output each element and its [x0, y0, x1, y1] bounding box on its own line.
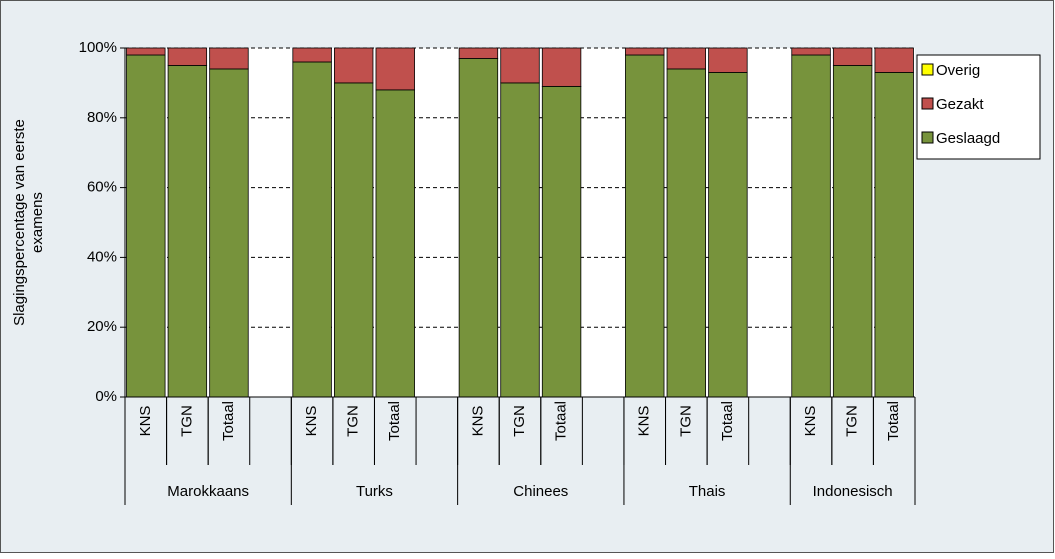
legend-label: Gezakt [936, 96, 984, 113]
legend-swatch [921, 63, 934, 76]
legend-swatch [921, 97, 934, 110]
bar-segment [500, 47, 540, 84]
bar-segment [209, 68, 249, 398]
x-tick-label: KNS [137, 406, 154, 437]
x-tick-label: TGN [178, 405, 195, 437]
bar-segment [126, 47, 166, 56]
x-tick-label: Totaal [220, 401, 237, 441]
x-tick-label: TGN [844, 405, 861, 437]
bar-segment [375, 47, 415, 91]
bar-segment [375, 89, 415, 398]
bar-segment [832, 47, 873, 66]
bar-segment [126, 54, 166, 398]
bar-segment [209, 47, 249, 70]
bar-segment [500, 82, 540, 398]
x-tick-label: Totaal [885, 401, 902, 441]
y-tick-label: 20% [87, 318, 117, 335]
x-tick-label: Totaal [553, 401, 570, 441]
y-axis-label: examens [29, 192, 46, 253]
group-label: Chinees [513, 483, 568, 500]
bar-segment [832, 65, 873, 398]
x-tick-label: KNS [636, 406, 653, 437]
x-tick-label: TGN [511, 405, 528, 437]
x-tick-label: KNS [303, 406, 320, 437]
bar-segment [333, 47, 374, 84]
y-tick-label: 40% [87, 248, 117, 265]
x-tick-label: KNS [802, 406, 819, 437]
bar-segment [791, 54, 831, 398]
group-label: Thais [689, 483, 726, 500]
bar-segment [874, 47, 914, 73]
y-tick-label: 100% [79, 39, 117, 56]
x-tick-label: KNS [469, 406, 486, 437]
bar-segment [666, 47, 707, 70]
bar-segment [292, 47, 332, 63]
bar-segment [458, 58, 499, 398]
y-tick-label: 60% [87, 179, 117, 196]
bar-segment [333, 82, 374, 398]
bar-segment [167, 65, 208, 398]
y-tick-label: 80% [87, 109, 117, 126]
y-tick-label: 0% [95, 388, 117, 405]
bar-segment [458, 47, 499, 59]
bar-segment [541, 47, 582, 87]
group-label: Indonesisch [813, 483, 893, 500]
legend-swatch [921, 131, 934, 144]
legend-label: Geslaagd [936, 130, 1000, 147]
x-tick-label: TGN [677, 405, 694, 437]
bar-segment [791, 47, 831, 56]
bar-segment [708, 47, 748, 73]
bar-segment [625, 54, 665, 398]
bar-segment [292, 61, 332, 398]
group-label: Turks [356, 483, 393, 500]
bar-segment [666, 68, 707, 398]
x-tick-label: Totaal [386, 401, 403, 441]
legend-label: Overig [936, 62, 980, 79]
legend-box [916, 54, 1041, 160]
bar-segment [874, 72, 914, 398]
x-tick-label: Totaal [719, 401, 736, 441]
x-tick-label: TGN [345, 405, 362, 437]
bar-segment [708, 72, 748, 398]
bar-segment [167, 47, 208, 66]
bar-segment [541, 85, 582, 398]
bar-segment [625, 47, 665, 56]
group-label: Marokkaans [167, 483, 249, 500]
y-axis-label: Slagingspercentage van eerste [11, 119, 28, 326]
